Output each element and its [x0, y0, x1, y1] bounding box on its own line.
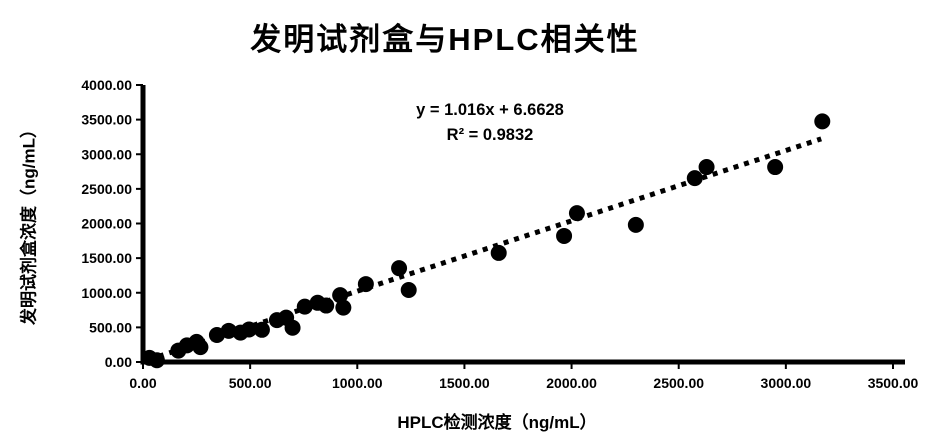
data-point: [332, 287, 349, 304]
data-point: [698, 159, 715, 176]
data-point: [627, 216, 644, 233]
data-point: [767, 159, 784, 176]
y-axis-tick-label: 0.00: [105, 354, 132, 370]
data-point: [335, 299, 352, 316]
equation-text: y = 1.016x + 6.6628: [416, 101, 564, 119]
x-axis-title: HPLC检测浓度（ng/mL）: [397, 413, 597, 432]
trendline-annotation: y = 1.016x + 6.6628 R² = 0.9832: [340, 98, 640, 148]
data-point: [568, 205, 585, 222]
x-axis-tick-label: 3500.00: [868, 375, 919, 391]
y-axis-tick-label: 500.00: [89, 319, 132, 335]
x-axis-tick-label: 3000.00: [761, 375, 812, 391]
data-point: [296, 298, 313, 315]
y-axis-tick-label: 1500.00: [81, 250, 132, 266]
data-point: [357, 276, 374, 293]
y-axis-tick-label: 1000.00: [81, 285, 132, 301]
data-point: [814, 113, 831, 130]
y-axis-tick-label: 2500.00: [81, 181, 132, 197]
x-axis-tick-label: 500.00: [229, 375, 272, 391]
data-point: [391, 260, 408, 277]
x-axis-tick-label: 2500.00: [653, 375, 704, 391]
x-axis-tick-label: 0.00: [129, 375, 156, 391]
data-point: [241, 321, 258, 338]
y-axis-tick-label: 4000.00: [81, 77, 132, 93]
data-point: [490, 244, 507, 261]
trendline: [147, 136, 822, 363]
data-point: [686, 170, 703, 187]
r-squared-text: R² = 0.9832: [446, 125, 534, 144]
x-axis-tick-label: 2000.00: [546, 375, 597, 391]
x-axis-tick-label: 1000.00: [332, 375, 383, 391]
data-point: [192, 339, 209, 356]
data-point: [400, 281, 417, 298]
y-axis-tick-label: 2000.00: [81, 216, 132, 232]
data-point: [148, 352, 165, 369]
data-point: [318, 297, 335, 314]
y-axis-tick-label: 3000.00: [81, 146, 132, 162]
data-point: [220, 322, 237, 339]
data-point: [284, 319, 301, 336]
chart-title: 发明试剂盒与HPLC相关性: [250, 22, 640, 57]
y-axis-tick-label: 3500.00: [81, 112, 132, 128]
data-point: [556, 227, 573, 244]
x-axis-tick-label: 1500.00: [439, 375, 490, 391]
data-point: [253, 321, 270, 338]
